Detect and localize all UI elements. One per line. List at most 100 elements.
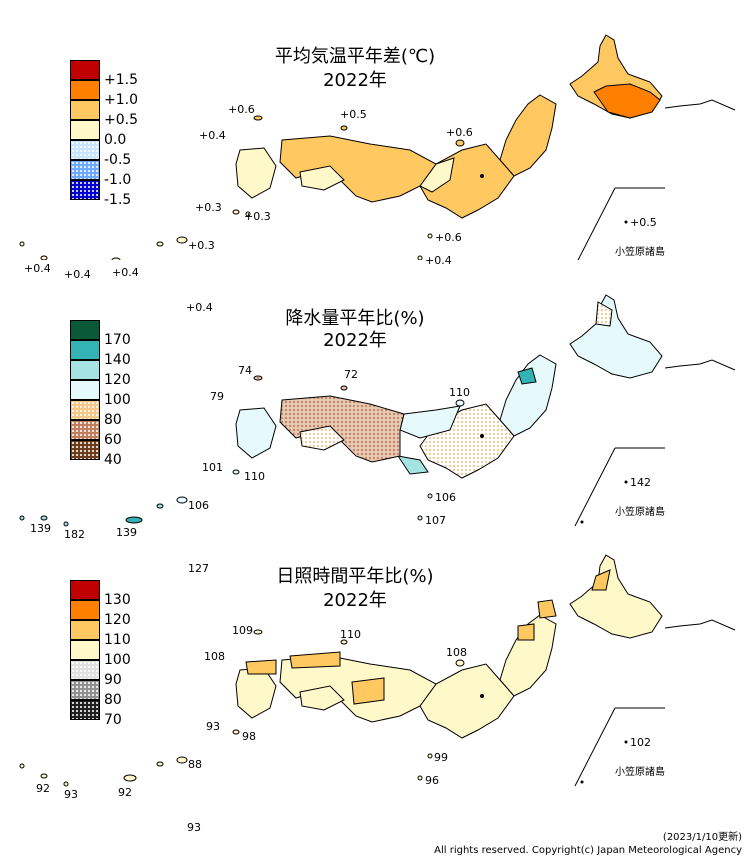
island [455,659,465,667]
sunshine-panel: 130 120 110 100 90 80 70 日照時間平年比(%) 2022… [0,540,750,834]
region-value: 182 [64,528,85,541]
island [40,515,48,521]
region-value: +0.6 [446,126,473,139]
precipitation-panel: 170 140 120 100 80 60 40 降水量平年比(%) 2022年… [0,280,750,575]
island [123,774,137,782]
legend-swatch [70,340,100,360]
region-value: 72 [344,368,358,381]
kuril-islands [664,619,736,631]
ogasawara-inset-border [577,187,665,260]
legend-label: +1.0 [104,92,138,108]
hokkaido-east-region [593,83,661,119]
island [253,115,263,121]
island [63,781,69,787]
tohoku-north-region [517,367,537,385]
island [253,375,263,381]
map-title: 平均気温平年差(℃) [274,46,436,67]
legend-label: 140 [104,352,131,368]
region-value: 110 [340,628,361,641]
island [156,503,164,509]
ogasawara-inset-border [574,707,665,787]
legend-label: 120 [104,372,131,388]
island [245,211,251,217]
region-value: 93 [187,821,201,834]
region-value: 92 [118,786,132,799]
island [19,515,25,521]
legend-label: 170 [104,332,131,348]
region-value: 107 [425,514,446,527]
legend-label: 80 [104,412,122,428]
region-value: 102 [630,736,651,749]
region-value: 101 [202,461,223,474]
ogasawara-island [580,780,584,784]
legend-swatch [70,620,100,640]
region-value: 74 [238,364,252,377]
map-title: 降水量平年比(%) [285,308,425,329]
sunshine-map [19,554,736,787]
region-value: +0.6 [435,231,462,244]
legend-swatch [70,380,100,400]
region-value: 96 [425,774,439,787]
region-value: 93 [64,788,78,801]
legend-label: 90 [104,672,122,688]
map-year: 2022年 [323,330,387,351]
region-value: 108 [204,650,225,663]
region-value: 139 [30,522,51,535]
island [340,385,348,391]
tohoku-west-region [517,623,535,641]
island [232,729,240,735]
island [417,255,423,260]
hokkaido-north-region [595,301,613,327]
tokyo-marker [480,694,484,698]
precipitation-map [19,294,736,527]
island [340,125,348,131]
legend-swatch [70,420,100,440]
island [427,233,433,239]
island [340,639,348,645]
legend-swatch [70,640,100,660]
region-value: 92 [36,782,50,795]
region-value: 142 [630,476,651,489]
kyushu-region [235,667,277,719]
legend-swatch [70,360,100,380]
ogasawara-label: 小笠原諸島 [615,247,665,258]
island [111,257,121,260]
legend-label: 70 [104,712,122,728]
map-year: 2022年 [323,590,387,611]
legend-swatch [70,100,100,120]
region-value: 99 [434,751,448,764]
legend-swatch [70,60,100,80]
chugoku-north-region [289,651,341,669]
legend-label: -1.0 [104,172,132,188]
tohoku-region [499,354,557,437]
region-value: 79 [210,390,224,403]
region-value: 139 [116,526,137,539]
legend-label: -0.5 [104,152,132,168]
region-value: +0.3 [188,239,215,252]
tokai-region [396,455,429,475]
legend-label: 40 [104,452,122,468]
legend-label: 100 [104,392,131,408]
tokyo-marker [480,434,484,438]
island [40,773,48,779]
legend-label: 110 [104,632,131,648]
legend-label: 0.0 [104,132,127,148]
island [417,775,423,781]
ogasawara-island [624,220,628,224]
western-honshu-region [279,395,405,463]
region-value: 127 [188,562,209,575]
legend-label: 100 [104,652,131,668]
island [19,241,25,247]
legend-label: +1.5 [104,72,138,88]
island [232,209,240,215]
island [232,469,240,475]
legend-swatch [70,80,100,100]
legend-swatch [70,680,100,700]
legend-label: 120 [104,612,131,628]
island [63,521,69,527]
copyright-notice: All rights reserved. Copyright(c) Japan … [434,845,742,856]
island [125,516,143,524]
tokyo-marker [480,174,484,178]
legend-label: +0.5 [104,112,138,128]
hokkaido-north-region [591,569,611,591]
